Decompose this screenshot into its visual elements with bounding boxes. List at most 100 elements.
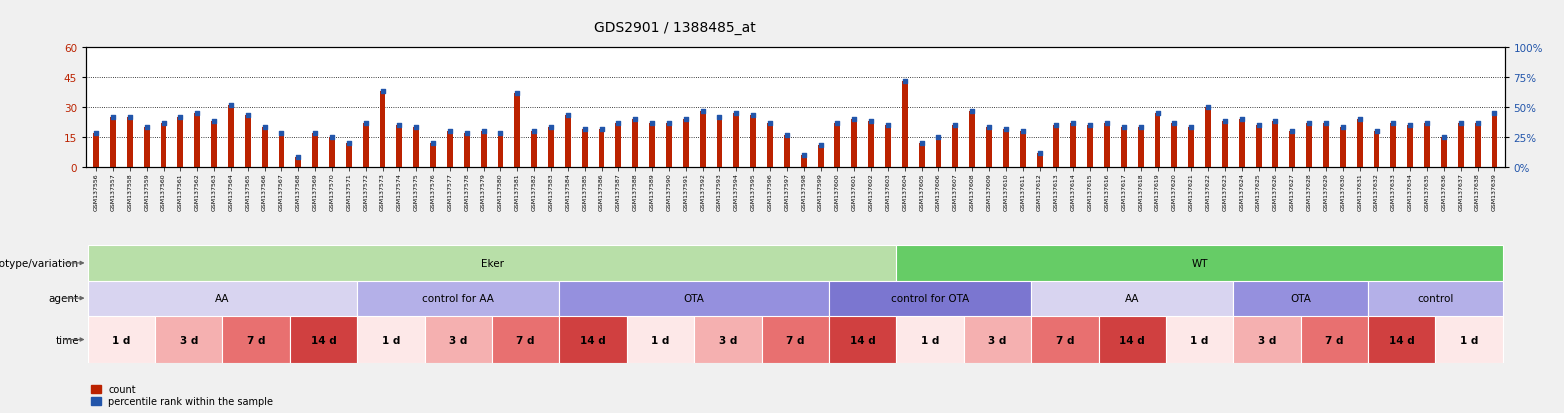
Bar [380,91,385,167]
Point [1247,122,1272,129]
Bar [699,112,705,167]
Point [859,118,884,125]
Text: 7 d: 7 d [1056,335,1074,345]
Text: 1 d: 1 d [651,335,669,345]
Bar [261,127,267,167]
Point [1043,122,1068,129]
Point [809,142,834,149]
Bar [532,131,536,167]
Bar [1037,153,1043,167]
Bar [1323,123,1329,167]
Point [1112,124,1137,131]
Point [841,116,866,123]
Point [83,130,108,137]
Point [976,124,1001,131]
Bar [1301,316,1368,363]
Point [505,90,530,97]
Bar [465,133,469,167]
Bar [666,123,673,167]
Point [404,124,429,131]
Text: OTA: OTA [683,293,705,304]
Bar [109,117,116,167]
Bar [952,126,959,167]
Text: 1 d: 1 d [113,335,130,345]
Point [1414,120,1439,127]
Point [960,108,985,115]
Point [1128,124,1153,131]
Bar [1234,316,1301,363]
Bar [144,127,150,167]
Text: 3 d: 3 d [180,335,199,345]
Point [522,128,547,135]
Point [252,124,277,131]
Text: 7 d: 7 d [1325,335,1343,345]
Text: genotype/variation: genotype/variation [0,258,78,268]
Bar [1436,316,1503,363]
Point [741,112,766,119]
Legend: count, percentile rank within the sample: count, percentile rank within the sample [91,384,274,406]
Bar [1070,123,1076,167]
Bar [1340,127,1345,167]
Point [555,112,580,119]
Point [1465,120,1490,127]
Bar [1031,281,1234,316]
Point [926,134,951,140]
Bar [1137,127,1143,167]
Text: agent: agent [48,293,78,304]
Point [943,122,968,129]
Point [421,140,446,147]
Bar [1408,126,1414,167]
Bar [885,126,891,167]
Point [1010,128,1035,135]
Bar [649,123,655,167]
Point [386,122,411,129]
Text: 3 d: 3 d [988,335,1007,345]
Bar [1306,123,1312,167]
Bar [1234,281,1368,316]
Text: GDS2901 / 1388485_at: GDS2901 / 1388485_at [594,21,755,35]
Bar [88,246,896,281]
Text: 3 d: 3 d [449,335,468,345]
Point [707,114,732,121]
Bar [1154,113,1160,167]
Point [319,134,344,140]
Point [690,108,715,115]
Bar [918,143,924,167]
Bar [683,119,688,167]
Bar [1289,131,1295,167]
Bar [194,113,200,167]
Bar [289,316,357,363]
Bar [818,145,824,167]
Point [1314,120,1339,127]
Point [791,152,816,159]
Bar [246,115,250,167]
Bar [161,123,166,167]
Text: 1 d: 1 d [1190,335,1209,345]
Point [1398,122,1423,129]
Text: 7 d: 7 d [516,335,535,345]
Bar [363,123,369,167]
Text: 3 d: 3 d [719,335,737,345]
Bar [155,316,222,363]
Bar [1104,123,1110,167]
Bar [430,143,436,167]
Point [1483,110,1508,116]
Point [302,130,327,137]
Bar [801,155,807,167]
Bar [1356,119,1362,167]
Text: control for OTA: control for OTA [891,293,970,304]
Bar [1098,316,1165,363]
Bar [1054,126,1059,167]
Bar [751,115,755,167]
Point [488,130,513,137]
Bar [88,281,357,316]
Point [1297,120,1322,127]
Bar [970,112,974,167]
Bar [1020,131,1026,167]
Bar [1239,119,1245,167]
Point [824,120,849,127]
Bar [766,123,773,167]
Point [202,118,227,125]
Bar [357,281,560,316]
Point [185,110,210,116]
